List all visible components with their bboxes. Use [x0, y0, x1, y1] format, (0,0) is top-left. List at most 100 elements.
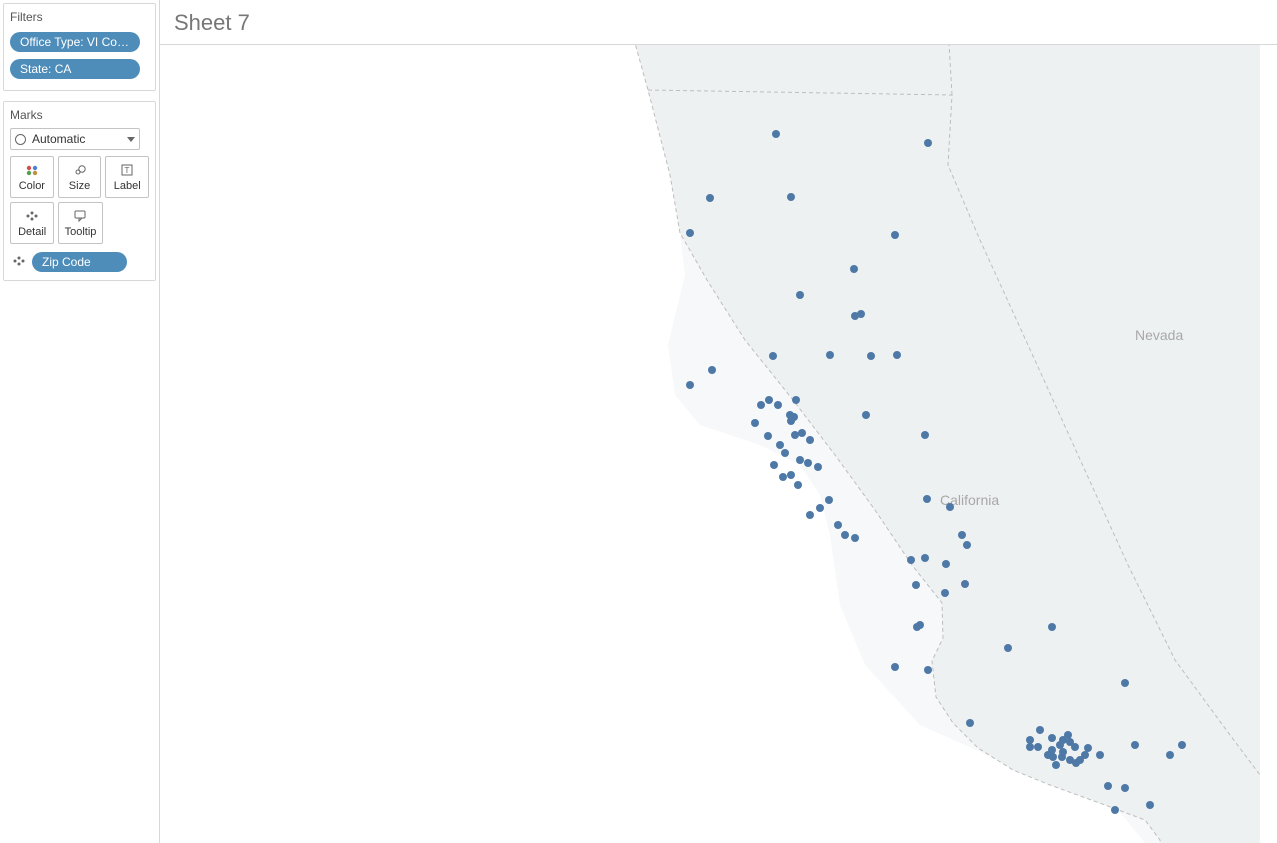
marks-size-button[interactable]: Size [58, 156, 102, 198]
map-point[interactable] [921, 431, 929, 439]
map-point[interactable] [1048, 734, 1056, 742]
marks-detail-label: Detail [18, 226, 46, 238]
detail-pill-zipcode[interactable]: Zip Code [32, 252, 127, 272]
map-point[interactable] [834, 521, 842, 529]
map-point[interactable] [796, 456, 804, 464]
marks-tooltip-button[interactable]: Tooltip [58, 202, 102, 244]
map-point[interactable] [841, 531, 849, 539]
map-point[interactable] [794, 481, 802, 489]
map-point[interactable] [867, 352, 875, 360]
map-point[interactable] [924, 139, 932, 147]
marks-label-button[interactable]: TLabel [105, 156, 149, 198]
map-point[interactable] [779, 473, 787, 481]
label-icon: T [119, 162, 135, 178]
map-point[interactable] [966, 719, 974, 727]
map-point[interactable] [772, 130, 780, 138]
mark-type-dropdown[interactable]: Automatic [10, 128, 140, 150]
map-point[interactable] [781, 449, 789, 457]
detail-icon [24, 208, 40, 224]
map-point[interactable] [1121, 679, 1129, 687]
map-point[interactable] [791, 431, 799, 439]
map-point[interactable] [776, 441, 784, 449]
map-point[interactable] [757, 401, 765, 409]
map-point[interactable] [787, 471, 795, 479]
map-point[interactable] [1121, 784, 1129, 792]
map-point[interactable] [686, 229, 694, 237]
map-svg: CaliforniaNevada [160, 45, 1260, 843]
map-point[interactable] [786, 411, 794, 419]
map-point[interactable] [796, 291, 804, 299]
map-point[interactable] [774, 401, 782, 409]
map-point[interactable] [946, 503, 954, 511]
map-point[interactable] [764, 432, 772, 440]
map-point[interactable] [851, 312, 859, 320]
map-point[interactable] [804, 459, 812, 467]
map-point[interactable] [787, 193, 795, 201]
map-point[interactable] [1071, 743, 1079, 751]
map-point[interactable] [816, 504, 824, 512]
map-point[interactable] [751, 419, 759, 427]
map-point[interactable] [961, 580, 969, 588]
map-point[interactable] [1096, 751, 1104, 759]
map-point[interactable] [798, 429, 806, 437]
map-point[interactable] [806, 436, 814, 444]
map-point[interactable] [1036, 726, 1044, 734]
map-point[interactable] [706, 194, 714, 202]
map-point[interactable] [1146, 801, 1154, 809]
map-point[interactable] [769, 352, 777, 360]
marks-title: Marks [10, 108, 149, 122]
map-point[interactable] [1048, 623, 1056, 631]
map-point[interactable] [1166, 751, 1174, 759]
map-point[interactable] [913, 623, 921, 631]
map-point[interactable] [1131, 741, 1139, 749]
map-point[interactable] [942, 560, 950, 568]
map-point[interactable] [1034, 743, 1042, 751]
map-point[interactable] [1044, 751, 1052, 759]
map-point[interactable] [826, 351, 834, 359]
map-point[interactable] [891, 663, 899, 671]
map-point[interactable] [792, 396, 800, 404]
map-point[interactable] [1064, 731, 1072, 739]
marks-card: Marks Automatic Color Size TLabel Detail To… [3, 101, 156, 281]
map-point[interactable] [907, 556, 915, 564]
map-point[interactable] [912, 581, 920, 589]
marks-color-button[interactable]: Color [10, 156, 54, 198]
map-point[interactable] [814, 463, 822, 471]
map-point[interactable] [1026, 736, 1034, 744]
map-point[interactable] [765, 396, 773, 404]
map-point[interactable] [1052, 761, 1060, 769]
map-point[interactable] [923, 495, 931, 503]
map-point[interactable] [1058, 753, 1066, 761]
filter-pill-1[interactable]: State: CA [10, 59, 140, 79]
map-point[interactable] [862, 411, 870, 419]
map-point[interactable] [686, 381, 694, 389]
map-point[interactable] [1084, 744, 1092, 752]
map-point[interactable] [851, 534, 859, 542]
map-point[interactable] [1178, 741, 1186, 749]
marks-color-label: Color [19, 180, 45, 192]
map-point[interactable] [1076, 756, 1084, 764]
map-point[interactable] [1104, 782, 1112, 790]
map-point[interactable] [924, 666, 932, 674]
map-point[interactable] [893, 351, 901, 359]
map-point[interactable] [941, 589, 949, 597]
map-point[interactable] [806, 511, 814, 519]
map-point[interactable] [963, 541, 971, 549]
map-point[interactable] [1066, 756, 1074, 764]
map-point[interactable] [1111, 806, 1119, 814]
marks-detail-button[interactable]: Detail [10, 202, 54, 244]
map-point[interactable] [958, 531, 966, 539]
map-point[interactable] [770, 461, 778, 469]
map-point[interactable] [1026, 743, 1034, 751]
marks-tooltip-label: Tooltip [65, 226, 97, 238]
map-point[interactable] [1004, 644, 1012, 652]
map-point[interactable] [850, 265, 858, 273]
map-point[interactable] [891, 231, 899, 239]
filter-pill-0[interactable]: Office Type: VI Cons.. [10, 32, 140, 52]
filters-card: Filters Office Type: VI Cons..State: CA [3, 3, 156, 91]
map-point[interactable] [825, 496, 833, 504]
map-viz[interactable]: CaliforniaNevada [160, 44, 1277, 843]
map-point[interactable] [921, 554, 929, 562]
marks-size-label: Size [69, 180, 90, 192]
map-point[interactable] [708, 366, 716, 374]
